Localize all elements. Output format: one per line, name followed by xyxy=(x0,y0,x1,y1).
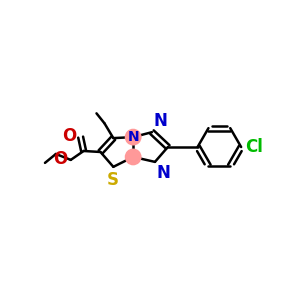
Text: N: N xyxy=(154,112,168,130)
Text: Cl: Cl xyxy=(245,138,263,156)
Text: O: O xyxy=(62,127,77,145)
Text: N: N xyxy=(157,164,171,182)
Circle shape xyxy=(125,148,142,165)
Text: O: O xyxy=(53,150,68,168)
Circle shape xyxy=(125,129,142,146)
Text: N: N xyxy=(127,130,139,144)
Text: S: S xyxy=(106,171,119,189)
